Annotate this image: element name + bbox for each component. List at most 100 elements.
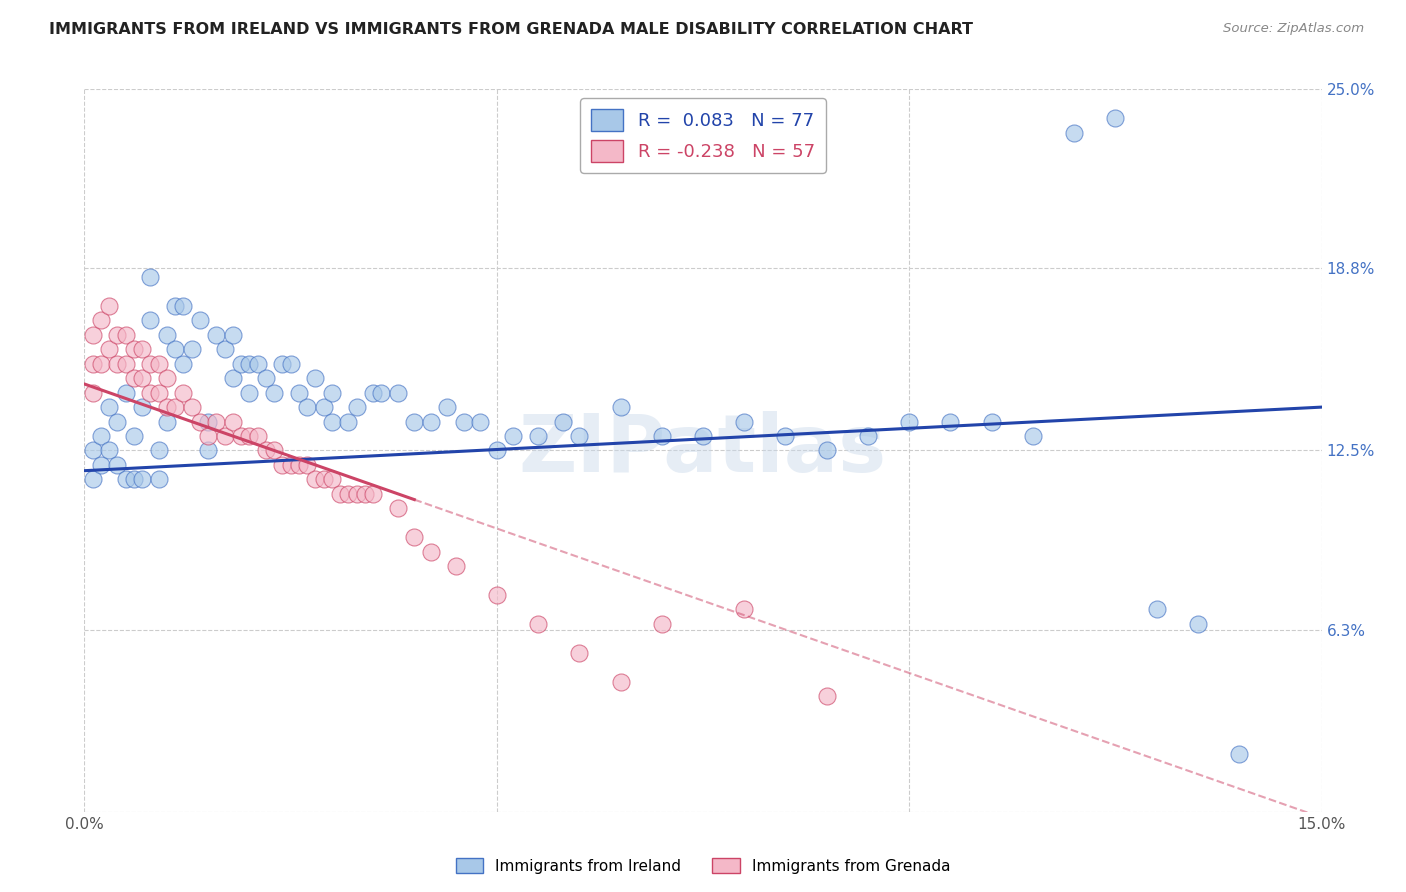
Point — [197, 443, 219, 458]
Point — [197, 429, 219, 443]
Point — [288, 385, 311, 400]
Point — [90, 313, 112, 327]
Point — [387, 385, 409, 400]
Point — [82, 357, 104, 371]
Point — [263, 385, 285, 400]
Point — [246, 429, 269, 443]
Point — [188, 313, 211, 327]
Point — [856, 429, 879, 443]
Point — [98, 299, 121, 313]
Point — [304, 472, 326, 486]
Point — [148, 385, 170, 400]
Point — [651, 616, 673, 631]
Point — [1104, 111, 1126, 125]
Point — [238, 357, 260, 371]
Point — [304, 371, 326, 385]
Point — [180, 343, 202, 357]
Point — [222, 327, 245, 342]
Point — [568, 646, 591, 660]
Point — [485, 443, 508, 458]
Point — [404, 415, 426, 429]
Point — [1022, 429, 1045, 443]
Point — [156, 400, 179, 414]
Point — [238, 385, 260, 400]
Point — [444, 559, 467, 574]
Point — [419, 544, 441, 558]
Point — [139, 313, 162, 327]
Point — [254, 443, 277, 458]
Point — [105, 458, 128, 472]
Point — [271, 458, 294, 472]
Point — [114, 327, 136, 342]
Point — [370, 385, 392, 400]
Point — [404, 530, 426, 544]
Point — [527, 616, 550, 631]
Point — [222, 415, 245, 429]
Point — [148, 357, 170, 371]
Point — [329, 487, 352, 501]
Point — [551, 415, 574, 429]
Point — [148, 443, 170, 458]
Point — [387, 501, 409, 516]
Point — [733, 602, 755, 616]
Point — [353, 487, 375, 501]
Point — [98, 343, 121, 357]
Point — [105, 357, 128, 371]
Point — [321, 472, 343, 486]
Point — [980, 415, 1002, 429]
Point — [114, 357, 136, 371]
Point — [337, 415, 360, 429]
Point — [148, 472, 170, 486]
Point — [288, 458, 311, 472]
Point — [254, 371, 277, 385]
Point — [139, 385, 162, 400]
Point — [98, 443, 121, 458]
Point — [90, 357, 112, 371]
Point — [229, 357, 252, 371]
Point — [651, 429, 673, 443]
Point — [172, 299, 194, 313]
Point — [131, 400, 153, 414]
Point — [172, 385, 194, 400]
Point — [105, 415, 128, 429]
Point — [295, 458, 318, 472]
Point — [165, 343, 187, 357]
Point — [692, 429, 714, 443]
Point — [82, 443, 104, 458]
Point — [527, 429, 550, 443]
Point — [98, 400, 121, 414]
Point — [346, 487, 368, 501]
Point — [485, 588, 508, 602]
Point — [165, 400, 187, 414]
Point — [139, 270, 162, 285]
Point — [295, 400, 318, 414]
Point — [280, 458, 302, 472]
Point — [939, 415, 962, 429]
Point — [815, 443, 838, 458]
Point — [214, 343, 236, 357]
Point — [82, 327, 104, 342]
Legend: Immigrants from Ireland, Immigrants from Grenada: Immigrants from Ireland, Immigrants from… — [450, 852, 956, 880]
Point — [114, 385, 136, 400]
Point — [122, 429, 145, 443]
Point — [180, 400, 202, 414]
Point — [1146, 602, 1168, 616]
Point — [172, 357, 194, 371]
Point — [470, 415, 492, 429]
Point — [222, 371, 245, 385]
Point — [1063, 126, 1085, 140]
Point — [214, 429, 236, 443]
Point — [898, 415, 921, 429]
Point — [321, 385, 343, 400]
Point — [131, 343, 153, 357]
Point — [815, 689, 838, 703]
Point — [346, 400, 368, 414]
Point — [82, 385, 104, 400]
Point — [139, 357, 162, 371]
Point — [263, 443, 285, 458]
Point — [361, 487, 384, 501]
Point — [105, 327, 128, 342]
Text: IMMIGRANTS FROM IRELAND VS IMMIGRANTS FROM GRENADA MALE DISABILITY CORRELATION C: IMMIGRANTS FROM IRELAND VS IMMIGRANTS FR… — [49, 22, 973, 37]
Point — [205, 415, 228, 429]
Point — [280, 357, 302, 371]
